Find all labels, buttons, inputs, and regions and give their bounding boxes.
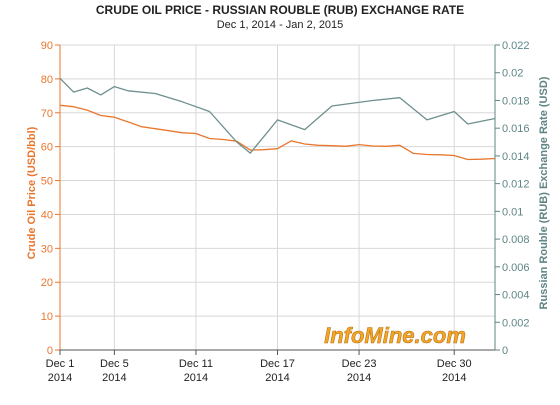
left-tick-label: 40 xyxy=(41,209,53,221)
infomine-watermark-logo: InfoMine.com xyxy=(324,323,466,348)
x-tick-label-day: Dec 23 xyxy=(342,358,377,370)
left-tick-label: 20 xyxy=(41,277,53,289)
right-axis-title: Russian Rouble (RUB) Exchange Rate (USD) xyxy=(538,76,550,309)
left-tick-label: 70 xyxy=(41,108,53,120)
x-axis-tick-labels: Dec 1 2014 Dec 5 2014 Dec 11 2014 Dec 17 2014 De… xyxy=(46,358,472,384)
x-tick-label-day: Dec 17 xyxy=(260,358,295,370)
left-tick-label: 90 xyxy=(41,40,53,52)
plot-frame xyxy=(55,44,500,355)
right-tick-label: 0.002 xyxy=(502,317,530,329)
x-tick-label-day: Dec 11 xyxy=(179,358,213,370)
x-tick-label-year: 2014 xyxy=(102,372,126,384)
right-tick-label: 0 xyxy=(502,345,508,357)
right-tick-label: 0.018 xyxy=(502,95,530,107)
right-axis-tick-labels: 0 0.002 0.004 0.006 0.008 0.01 0.012 0.014 0.016… xyxy=(502,40,530,357)
chart-title: CRUDE OIL PRICE - RUSSIAN ROUBLE (RUB) E… xyxy=(96,3,464,17)
x-tick-label-year: 2014 xyxy=(347,372,371,384)
right-tick-label: 0.006 xyxy=(502,262,530,274)
x-tick-label-day: Dec 30 xyxy=(437,358,472,370)
right-tick-label: 0.014 xyxy=(502,151,530,163)
gridlines xyxy=(59,44,495,351)
right-tick-label: 0.02 xyxy=(502,68,523,80)
right-tick-label: 0.01 xyxy=(502,206,523,218)
crude-oil-price-line xyxy=(59,104,496,161)
left-tick-label: 50 xyxy=(41,176,53,188)
right-tick-label: 0.012 xyxy=(502,179,530,191)
left-axis-title: Crude Oil Price (USD/bbl) xyxy=(26,126,38,259)
x-tick-label-year: 2014 xyxy=(442,372,466,384)
x-tick-label-year: 2014 xyxy=(265,372,289,384)
series-lines xyxy=(59,77,496,161)
chart-subtitle: Dec 1, 2014 - Jan 2, 2015 xyxy=(217,19,344,31)
right-tick-label: 0.008 xyxy=(502,234,530,246)
rouble-exchange-rate-line xyxy=(59,77,496,154)
right-tick-label: 0.004 xyxy=(502,290,530,302)
x-tick-label-year: 2014 xyxy=(184,372,208,384)
left-axis-tick-labels: 0 10 20 30 40 50 60 70 80 90 xyxy=(41,40,53,357)
watermark-group: InfoMine.com xyxy=(324,323,466,349)
x-tick-label-year: 2014 xyxy=(48,372,72,384)
x-tick-label-day: Dec 5 xyxy=(100,358,129,370)
left-tick-label: 10 xyxy=(41,311,53,323)
left-tick-label: 30 xyxy=(41,243,53,255)
left-tick-label: 60 xyxy=(41,142,53,154)
left-tick-label: 80 xyxy=(41,74,53,86)
right-tick-label: 0.016 xyxy=(502,123,530,135)
right-tick-label: 0.022 xyxy=(502,40,530,52)
x-tick-label-day: Dec 1 xyxy=(46,358,75,370)
left-tick-label: 0 xyxy=(47,345,53,357)
